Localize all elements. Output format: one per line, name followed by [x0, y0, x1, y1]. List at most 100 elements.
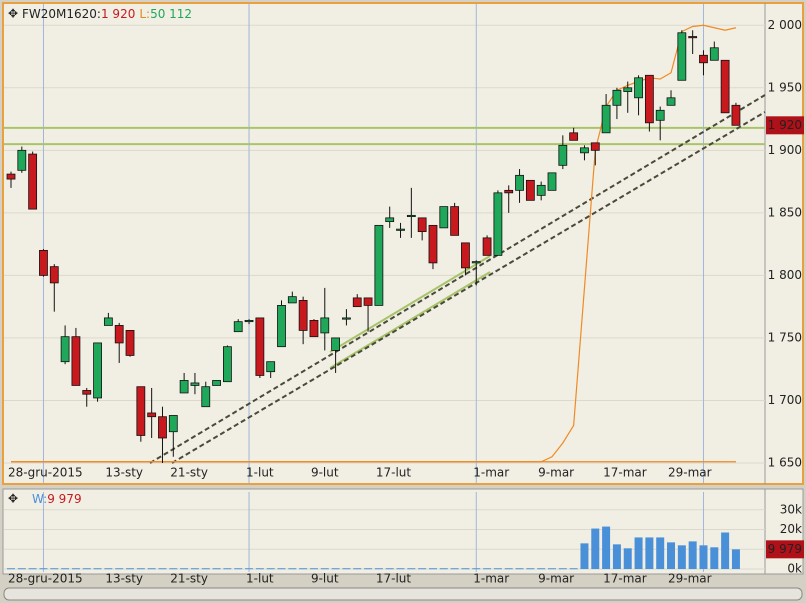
candle-body [320, 317, 330, 334]
trendline [329, 271, 491, 369]
candle-body [406, 214, 416, 218]
candle-body [688, 36, 698, 39]
volume-bar [158, 568, 167, 570]
volume-bar [396, 568, 405, 570]
candle-body [352, 297, 362, 308]
volume-bar [93, 568, 102, 570]
candle-body [125, 330, 135, 356]
volume-tag [766, 540, 804, 559]
candle-body [374, 224, 384, 306]
candle-body [39, 249, 48, 276]
y-tick-label: 1 800 [768, 268, 802, 282]
candle-body [450, 206, 460, 236]
candle-body [60, 336, 70, 363]
candle-body [623, 87, 633, 92]
candle-body [709, 47, 719, 61]
candle-body [699, 54, 708, 64]
candle-body [428, 224, 438, 264]
y-tick-label: 2 000 [768, 18, 802, 32]
volume-bar [17, 568, 26, 570]
volume-bar [277, 568, 286, 570]
volume-bar [548, 568, 556, 570]
candle-body [677, 32, 687, 81]
volume-bar [407, 568, 416, 570]
x-tick-label: 1-lut [246, 572, 274, 586]
candle-body [731, 104, 741, 126]
price-tag-label: 1 920 [768, 118, 802, 132]
y-tick-label: 30k [780, 502, 802, 516]
volume-bar [645, 537, 654, 570]
volume-bar [483, 568, 492, 570]
candle-body [547, 172, 557, 191]
trendline [171, 111, 766, 464]
y-tick-label: 1 750 [768, 330, 802, 344]
candle-body [93, 342, 102, 399]
price-panel [2, 2, 804, 485]
volume-bar [309, 568, 318, 570]
candle-body [331, 337, 341, 351]
volume-bar [212, 568, 221, 570]
candle-body [569, 132, 579, 141]
trendline [329, 255, 491, 353]
volume-label: W: [32, 492, 47, 506]
candle-body [49, 266, 59, 284]
volume-bar [255, 568, 264, 570]
volume-bar [721, 532, 730, 570]
candle-body [612, 89, 622, 106]
move-icon: ✥ [8, 7, 18, 21]
x-tick-label: 13-sty [105, 466, 143, 480]
candle-body [634, 77, 643, 99]
candle-body [168, 415, 178, 433]
x-tick-label: 1-mar [473, 466, 509, 480]
volume-bar [331, 568, 340, 570]
volume-bar [493, 568, 502, 570]
volume-bar [71, 568, 80, 570]
candle-body [461, 242, 470, 269]
x-tick-label: 17-lut [376, 572, 412, 586]
y-tick-label: 1 850 [768, 205, 802, 219]
candle-body [6, 173, 16, 180]
volume-bar [580, 543, 589, 570]
header-price: 1 920 [101, 7, 135, 21]
candle-body [342, 317, 351, 320]
candle-body [385, 217, 395, 223]
candle-body [655, 109, 665, 121]
candle-body [147, 412, 157, 418]
volume-bar [656, 537, 665, 570]
candle-body [114, 325, 124, 344]
candle-body [601, 104, 611, 134]
candle-body [417, 217, 427, 233]
candle-body [158, 416, 167, 439]
volume-bar [82, 568, 91, 570]
volume-bar [50, 568, 59, 570]
candle-body [309, 320, 319, 338]
volume-bar [385, 568, 394, 570]
volume-bar [374, 568, 383, 570]
volume-bar [342, 568, 351, 570]
candle-body [266, 361, 276, 373]
volume-bar [180, 568, 189, 570]
candle-body [439, 206, 449, 229]
volume-bar [223, 568, 232, 570]
scrollbar[interactable] [3, 587, 803, 601]
candle-body [201, 386, 211, 408]
candle-body [255, 317, 265, 376]
candle-body [103, 317, 113, 326]
volume-bar [569, 568, 578, 570]
volume-bar [439, 568, 448, 570]
candle-body [558, 144, 568, 166]
volume-bar [450, 568, 459, 570]
candle-body [287, 296, 297, 304]
candle-body [580, 147, 589, 154]
volume-bar [126, 568, 135, 570]
volume-bar [7, 568, 15, 570]
candle-body [277, 305, 286, 348]
volume-bar [634, 537, 643, 570]
volume-bar [667, 542, 676, 570]
candle-body [515, 174, 524, 191]
volume-bar [147, 568, 156, 570]
volume-bar [591, 528, 600, 570]
volume-bar [612, 544, 621, 570]
volume-bar [320, 568, 329, 570]
candle-body [493, 192, 503, 256]
